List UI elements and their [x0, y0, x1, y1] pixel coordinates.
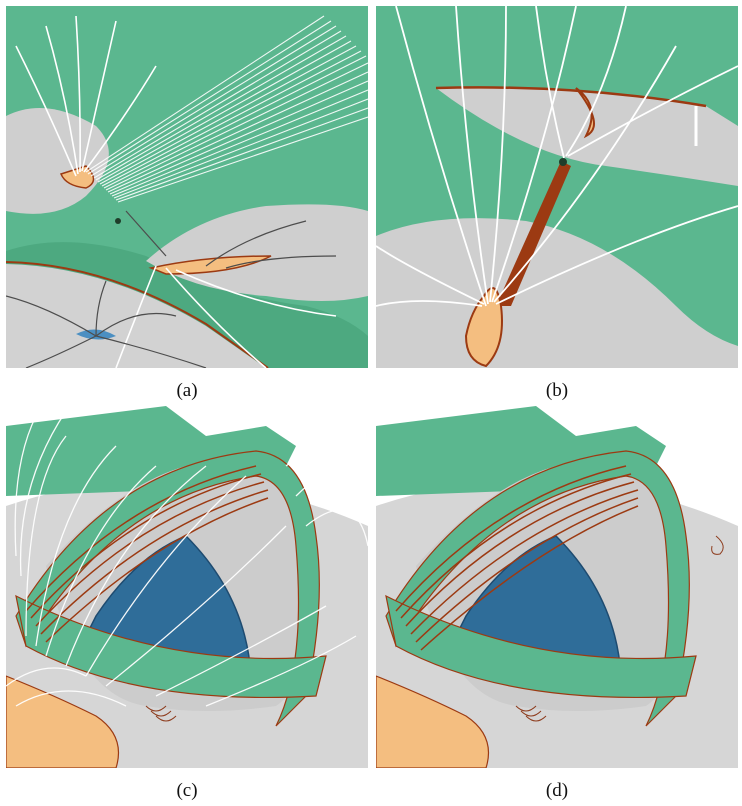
panel-b [376, 6, 738, 368]
separatrix-ribbon [15, 450, 320, 727]
foot-contours [145, 705, 177, 722]
field-lines [6, 410, 368, 707]
separatrix-ribbon [385, 450, 690, 727]
contour-line [435, 86, 707, 108]
contour-line [6, 261, 269, 368]
caption-d: (d) [545, 780, 569, 801]
caption-b: (b) [545, 380, 569, 401]
panel-c-render [6, 406, 368, 768]
caption-c: (c) [176, 780, 198, 801]
null-point [115, 218, 121, 224]
caption-a: (a) [176, 380, 198, 401]
surface-field-lines [6, 210, 337, 368]
panel-d-render [376, 406, 738, 768]
foot-contours [515, 535, 724, 722]
separatrix-ribbon-front [385, 594, 697, 698]
panel-c [6, 406, 368, 768]
contour-bundle [25, 465, 269, 643]
panel-d [376, 406, 738, 768]
panel-b-render [376, 6, 738, 368]
field-line-bundle [85, 15, 368, 203]
null-region [464, 287, 503, 368]
null-point [559, 158, 567, 166]
panel-a-render [6, 6, 368, 368]
null-region [575, 87, 595, 139]
contour-bundle [395, 465, 639, 651]
field-lines [376, 6, 738, 307]
photosphere-patch [436, 87, 738, 186]
panel-a [6, 6, 368, 368]
photosphere-patch [146, 204, 368, 301]
separatrix-ribbon-front [15, 594, 327, 698]
separator-spine [496, 161, 571, 306]
null-region [6, 675, 120, 768]
null-region [376, 675, 490, 768]
null-region [148, 255, 272, 275]
field-lines [15, 15, 337, 368]
